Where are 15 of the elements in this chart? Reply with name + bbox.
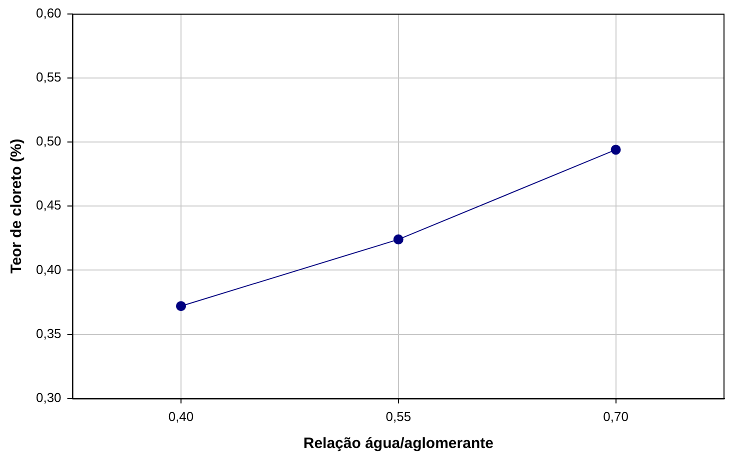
y-tick-label: 0,55 <box>36 69 62 84</box>
y-axis-title: Teor de cloreto (%) <box>8 138 26 274</box>
point <box>393 234 404 244</box>
y-tick-label: 0,45 <box>36 198 62 213</box>
x-tick-label: 0,55 <box>386 408 412 424</box>
x-tick-label: 0,40 <box>168 408 194 424</box>
y-tick-label: 0,50 <box>36 134 62 149</box>
y-tick-label: 0,40 <box>36 262 62 277</box>
y-tick-label: 0,60 <box>36 5 62 20</box>
x-tick-label: 0,70 <box>603 408 628 424</box>
point <box>176 301 186 312</box>
x-axis-title: Relação água/aglomerante <box>303 435 494 452</box>
y-tick-label: 0,35 <box>36 326 62 341</box>
y-tick-label: 0,30 <box>36 390 62 405</box>
point <box>610 144 621 155</box>
